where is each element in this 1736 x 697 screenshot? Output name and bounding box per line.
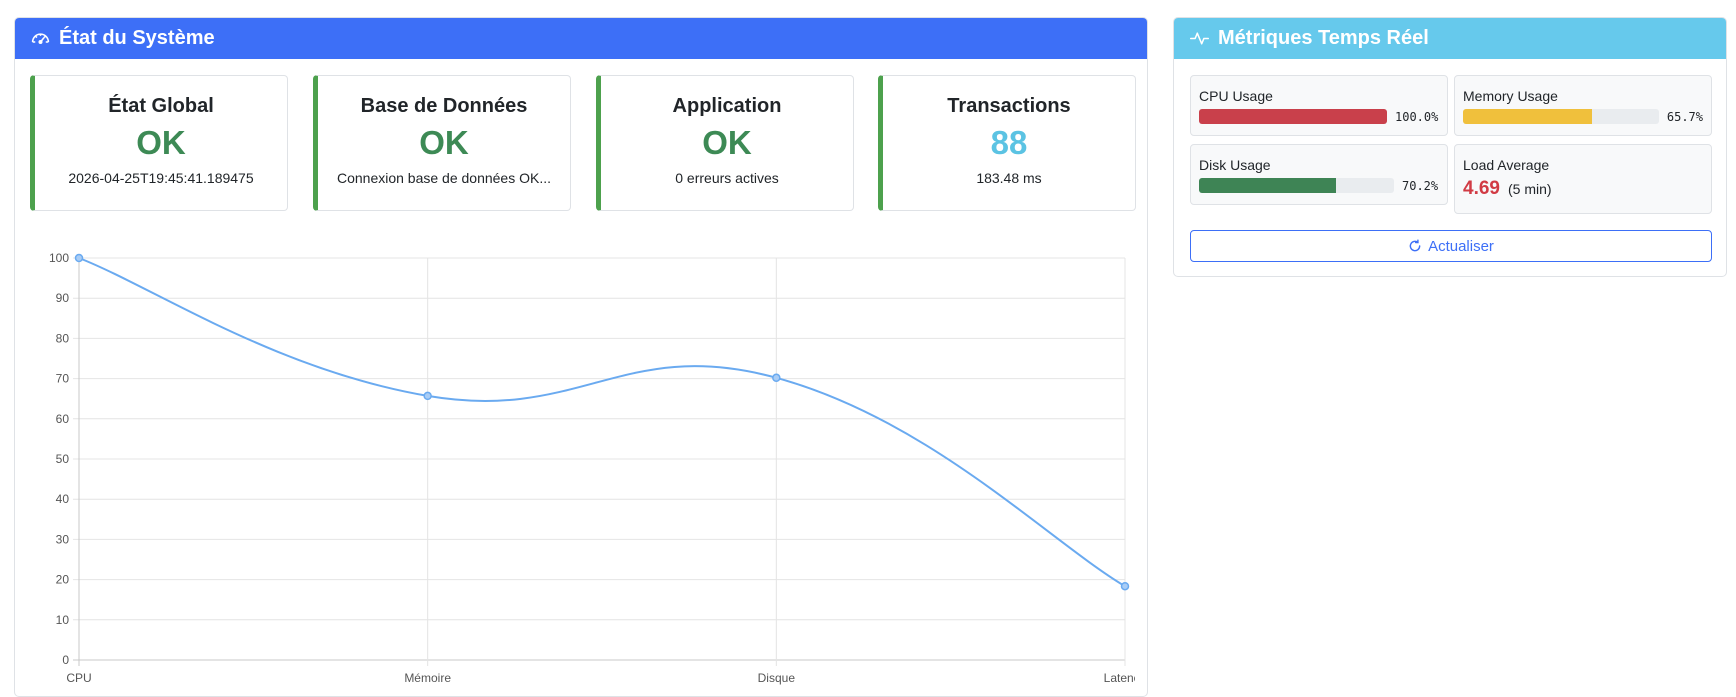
realtime-metrics-header: Métriques Temps Réel <box>1174 18 1726 59</box>
panel-title: État du Système <box>59 27 215 49</box>
data-point <box>74 253 84 263</box>
y-tick-label: 60 <box>56 412 70 426</box>
refresh-label: Actualiser <box>1428 237 1494 255</box>
metric-label: Disk Usage <box>1199 157 1271 173</box>
memory-usage-metric: Memory Usage 65.7% <box>1454 75 1712 136</box>
stat-title: Application <box>672 95 782 117</box>
stat-card-application: Application OK 0 erreurs actives <box>596 75 854 211</box>
load-average-metric: Load Average 4.69 (5 min) <box>1454 144 1712 214</box>
stat-card-database: Base de Données OK Connexion base de don… <box>313 75 571 211</box>
stat-card-global: État Global OK 2026-04-25T19:45:41.18947… <box>30 75 288 211</box>
stat-title: Base de Données <box>360 95 528 117</box>
cpu-usage-bar <box>1199 109 1387 124</box>
activity-icon <box>1189 32 1210 45</box>
y-tick-label: 100 <box>49 251 69 265</box>
metric-label: Load Average <box>1463 157 1550 173</box>
stat-value: 88 <box>990 124 1028 161</box>
speedometer-icon <box>31 33 50 45</box>
memory-usage-bar <box>1463 109 1659 124</box>
memory-usage-fill <box>1463 109 1592 124</box>
data-point <box>772 373 781 383</box>
stat-title: État Global <box>108 95 214 117</box>
x-tick-label: Latence <box>1104 671 1135 685</box>
series-line <box>78 257 1126 588</box>
stat-value: OK <box>702 124 752 161</box>
data-point <box>1120 581 1130 591</box>
system-status-header: État du Système <box>15 18 1147 59</box>
cpu-usage-percent: 100.0% <box>1395 109 1439 124</box>
panel-title: Métriques Temps Réel <box>1218 27 1429 49</box>
y-tick-label: 50 <box>56 452 70 466</box>
system-metrics-chart: 0 10 20 30 40 50 60 70 80 90 100 CPU Mémoire Disque La… <box>49 251 1135 685</box>
y-tick-label: 0 <box>62 653 69 667</box>
y-tick-label: 70 <box>56 372 70 386</box>
refresh-icon <box>1409 239 1421 252</box>
stat-subtext: Connexion base de données OK... <box>336 170 552 186</box>
refresh-button[interactable]: Actualiser <box>1190 230 1712 262</box>
stat-value: OK <box>419 124 469 161</box>
load-average-value: 4.69 <box>1463 178 1500 199</box>
y-tick-label: 20 <box>56 573 70 587</box>
stat-value: OK <box>136 124 186 161</box>
stat-subtext: 2026-04-25T19:45:41.189475 <box>68 170 254 186</box>
stat-subtext: 183.48 ms <box>976 170 1042 186</box>
stat-title: Transactions <box>947 95 1071 117</box>
x-tick-label: Mémoire <box>404 671 451 685</box>
disk-usage-fill <box>1199 178 1336 193</box>
y-tick-label: 80 <box>56 331 70 345</box>
y-tick-label: 40 <box>56 492 70 506</box>
load-average-unit: (5 min) <box>1507 181 1552 197</box>
stat-card-transactions: Transactions 88 183.48 ms <box>878 75 1136 211</box>
memory-usage-percent: 65.7% <box>1666 109 1703 124</box>
y-tick-label: 90 <box>56 291 70 305</box>
disk-usage-bar <box>1199 178 1394 193</box>
y-tick-label: 30 <box>56 532 70 546</box>
x-tick-label: CPU <box>66 671 91 685</box>
cpu-usage-metric: CPU Usage 100.0% <box>1190 75 1448 136</box>
disk-usage-percent: 70.2% <box>1402 178 1439 193</box>
realtime-metrics-panel: Métriques Temps Réel CPU Usage 100.0% Me… <box>1173 17 1727 277</box>
disk-usage-metric: Disk Usage 70.2% <box>1190 144 1448 205</box>
data-point <box>423 391 432 401</box>
cpu-usage-fill <box>1199 109 1387 124</box>
stat-subtext: 0 erreurs actives <box>675 170 779 186</box>
x-tick-label: Disque <box>758 671 796 685</box>
metric-label: CPU Usage <box>1199 88 1273 104</box>
system-status-panel: État du Système État Global OK 2026-04-2… <box>14 17 1148 697</box>
metric-label: Memory Usage <box>1463 88 1558 104</box>
y-tick-label: 10 <box>56 613 70 627</box>
